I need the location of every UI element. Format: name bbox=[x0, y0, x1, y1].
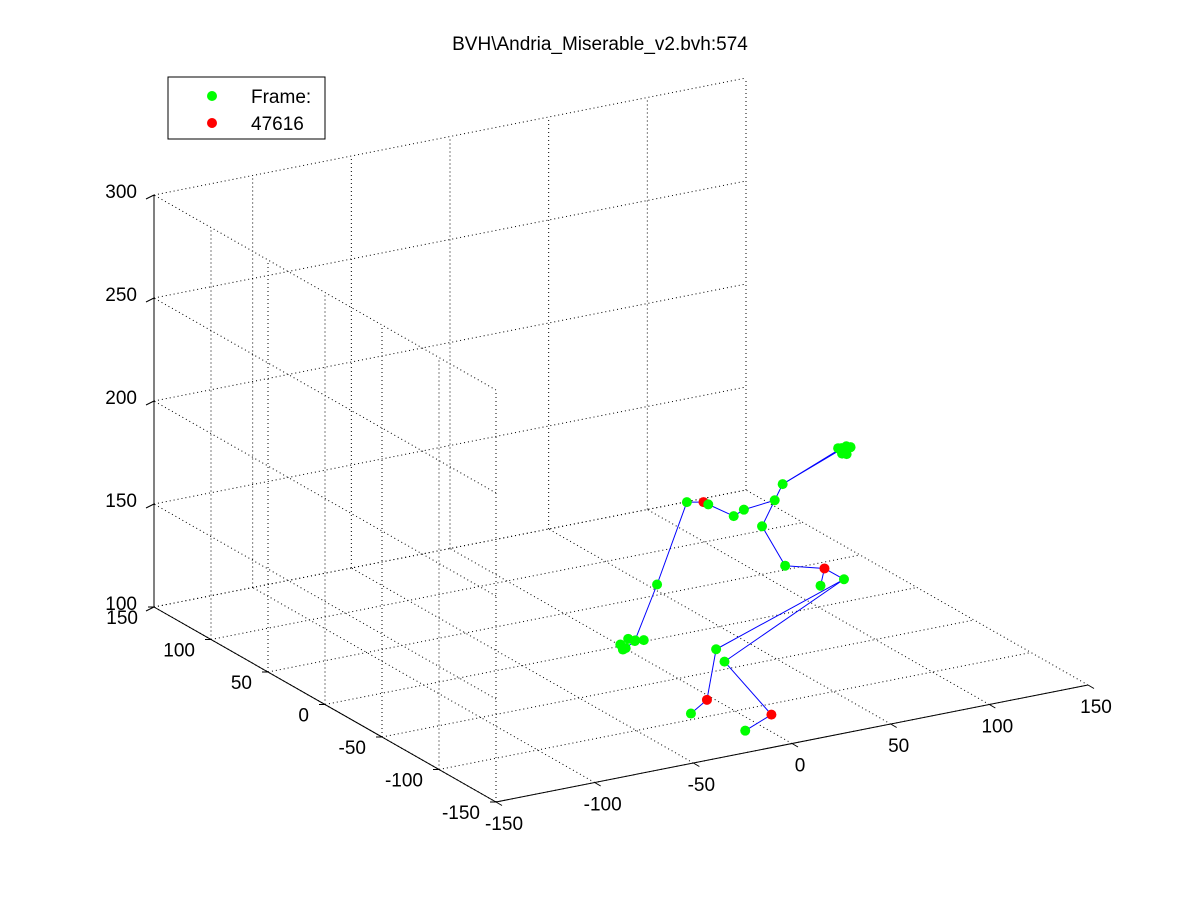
joint-point-key bbox=[766, 709, 777, 720]
y-tick-label: -100 bbox=[385, 771, 423, 792]
joint-point bbox=[719, 656, 730, 667]
grid-line-backwall-z bbox=[153, 386, 747, 505]
x-tick-mark bbox=[594, 782, 601, 787]
legend-label-number: 47616 bbox=[251, 114, 304, 135]
z-tick-mark bbox=[145, 503, 155, 509]
y-tick-label: 0 bbox=[298, 706, 309, 727]
joint-point bbox=[780, 560, 791, 571]
joint-point bbox=[681, 497, 692, 508]
joint-point bbox=[638, 635, 649, 646]
z-tick-mark bbox=[145, 606, 155, 612]
joint-point bbox=[757, 521, 768, 532]
skeleton-joints bbox=[615, 441, 856, 736]
joint-point bbox=[815, 580, 826, 591]
grid-line-floor-y bbox=[210, 522, 804, 640]
joint-point-key bbox=[819, 563, 830, 574]
grid-line-floor-x bbox=[647, 509, 990, 705]
z-tick-label: 150 bbox=[105, 491, 137, 512]
joint-point bbox=[738, 504, 749, 515]
legend-marker-number bbox=[207, 118, 217, 128]
y-tick-label: -50 bbox=[339, 738, 366, 759]
tick-labels: -150-100-50050100150-150-100-50050100150… bbox=[105, 182, 1112, 835]
joint-point bbox=[837, 448, 848, 459]
x-tick-mark bbox=[1087, 684, 1095, 689]
joint-point bbox=[652, 579, 663, 590]
joint-point bbox=[769, 495, 780, 506]
x-tick-label: -150 bbox=[485, 814, 523, 835]
grid-line-sidewall-z bbox=[153, 297, 497, 494]
legend: Frame: 47616 bbox=[167, 76, 326, 140]
grid-line-floor-y bbox=[324, 587, 918, 705]
legend-label-frame: Frame: bbox=[251, 87, 311, 108]
legend-marker-frame bbox=[207, 91, 217, 101]
joint-point bbox=[777, 479, 788, 490]
z-tick-label: 100 bbox=[105, 594, 137, 615]
z-tick-label: 300 bbox=[105, 182, 137, 203]
grid-line-backwall-z bbox=[153, 77, 747, 196]
bone-line bbox=[724, 578, 845, 663]
grid-line-sidewall-z bbox=[153, 194, 497, 391]
x-tick-mark bbox=[890, 723, 897, 728]
grid-line-floor-x bbox=[351, 567, 694, 764]
bone-line bbox=[785, 565, 825, 569]
z-tick-mark bbox=[145, 297, 155, 303]
bone-line bbox=[715, 578, 845, 650]
bone-line bbox=[744, 714, 772, 732]
grid-line-floor-x bbox=[745, 489, 1089, 686]
bone-line bbox=[782, 445, 847, 485]
y-tick-label: 50 bbox=[231, 673, 252, 694]
grid-line-backwall-z bbox=[153, 180, 747, 299]
joint-point bbox=[728, 511, 739, 522]
joint-point bbox=[845, 442, 856, 453]
x-tick-mark bbox=[495, 801, 503, 806]
x-tick-label: -100 bbox=[584, 795, 622, 816]
grid-line-backwall-z bbox=[153, 489, 747, 608]
grid-line-floor-y bbox=[267, 554, 861, 673]
legend-box bbox=[167, 76, 326, 140]
grid-line-sidewall-z bbox=[153, 400, 497, 597]
joint-point-key bbox=[701, 694, 712, 705]
joint-point bbox=[620, 643, 631, 654]
x-tick-mark bbox=[989, 704, 996, 709]
grid-line-sidewall-z bbox=[153, 503, 497, 700]
chart-title: BVH\Andria_Miserable_v2.bvh:574 bbox=[452, 34, 748, 55]
joint-point bbox=[838, 574, 849, 585]
bone-line bbox=[761, 526, 786, 566]
y-tick-label: 100 bbox=[163, 641, 195, 662]
y-tick-label: 150 bbox=[106, 608, 138, 629]
z-tick-mark bbox=[145, 194, 155, 200]
joint-point bbox=[711, 644, 722, 655]
axes bbox=[145, 194, 1095, 806]
grid-line-floor-x bbox=[548, 528, 891, 725]
bone-line bbox=[743, 499, 775, 511]
x-tick-label: 0 bbox=[795, 756, 806, 777]
joint-point bbox=[740, 725, 751, 736]
bone-line bbox=[724, 661, 772, 715]
z-tick-label: 200 bbox=[105, 388, 137, 409]
x-tick-mark bbox=[791, 743, 799, 748]
bone-line bbox=[634, 584, 658, 642]
grid-line-floor-y bbox=[438, 652, 1032, 770]
joint-point bbox=[703, 499, 714, 510]
y-tick-label: -150 bbox=[442, 803, 480, 824]
x-tick-label: 50 bbox=[888, 736, 909, 757]
z-tick-mark bbox=[145, 400, 155, 406]
grid-line-backwall-z bbox=[153, 283, 747, 402]
x-tick-label: -50 bbox=[688, 775, 715, 796]
z-tick-label: 250 bbox=[105, 285, 137, 306]
joint-point bbox=[685, 708, 696, 719]
x-tick-label: 100 bbox=[981, 717, 1013, 738]
x-tick-mark bbox=[693, 762, 700, 767]
grid-line-floor-y bbox=[381, 619, 975, 738]
bone-line bbox=[706, 649, 717, 700]
x-tick-label: 150 bbox=[1080, 697, 1112, 718]
joint-point bbox=[630, 635, 641, 646]
bone-line bbox=[656, 501, 688, 585]
